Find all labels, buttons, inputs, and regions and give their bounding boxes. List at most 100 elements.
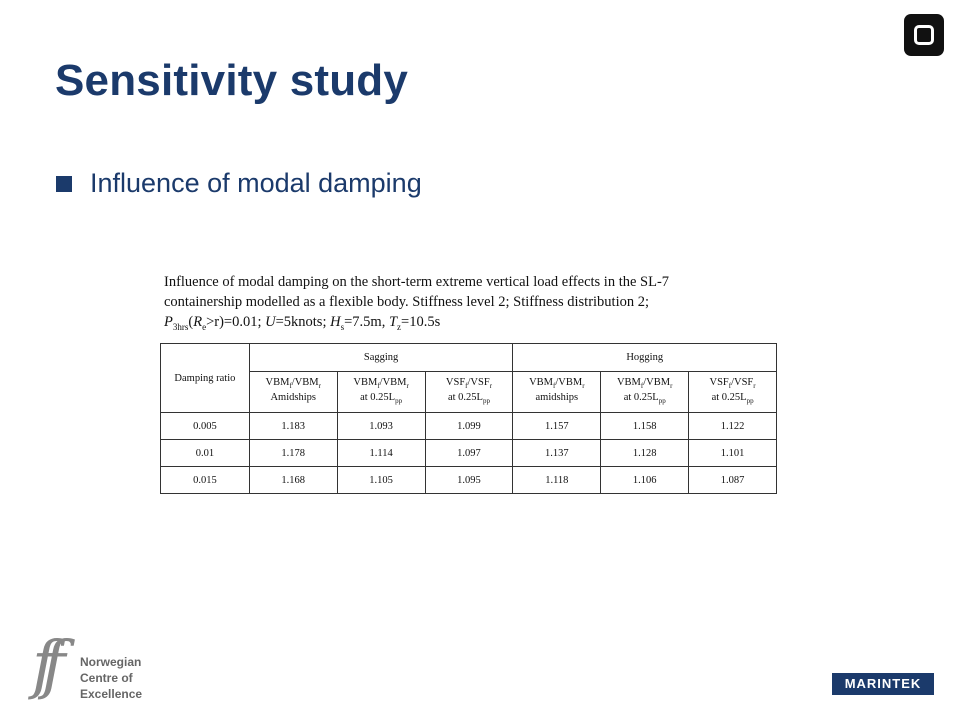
nce-logo: ff Norwegian Centre of Excellence: [32, 628, 192, 708]
table-body: Damping ratio Sagging Hogging VBMf/VBMr A…: [160, 343, 777, 494]
sagging-header: Sagging: [248, 343, 514, 372]
nce-ff-icon: ff: [32, 628, 66, 702]
caption-t-sub: z: [397, 321, 402, 332]
col-header: VSFf/VSFr at 0.25Lpp: [424, 371, 514, 413]
caption-line-1: Influence of modal damping on the short-…: [164, 274, 670, 290]
slide-title: Sensitivity study: [55, 56, 409, 105]
col-header-a-sub: f: [289, 382, 292, 390]
table-cell: 1.122: [688, 412, 777, 440]
col-header-loc: amidships: [535, 392, 579, 403]
table-cell: 1.158: [600, 412, 690, 440]
table-cell: 0.005: [160, 412, 250, 440]
nce-line-3: Excellence: [80, 687, 143, 701]
col-header-a-sub: f: [728, 382, 732, 390]
corner-logo-icon: [904, 14, 944, 56]
table-cell: 1.099: [424, 412, 514, 440]
col-header-a: VSF: [445, 376, 466, 388]
col-header-b-sub: r: [582, 382, 585, 390]
table-caption: Influence of modal damping on the short-…: [164, 272, 764, 337]
caption-h-sub: s: [340, 321, 345, 332]
col-header: VBMf/VBMr Amidships: [248, 371, 338, 413]
table-cell: 1.101: [688, 439, 777, 467]
nce-logo-text: Norwegian Centre of Excellence: [80, 654, 142, 702]
col-header-b-sub: r: [489, 382, 493, 390]
caption-r-open: (: [188, 314, 194, 330]
table-cell: 1.095: [424, 466, 514, 494]
table-cell: 1.178: [248, 439, 338, 467]
table-cell: 1.157: [512, 412, 602, 440]
table-column-header-row: VBMf/VBMr Amidships VBMf/VBMr at 0.25Lpp V…: [161, 371, 777, 413]
col-header-b: /VBM: [291, 376, 319, 388]
col-header: VBMf/VBMr at 0.25Lpp: [336, 371, 426, 413]
col-header-b: /VBM: [555, 376, 583, 388]
caption-t-val: =10.5s: [401, 314, 441, 330]
col-header-a: VSF: [709, 376, 729, 388]
hogging-header: Hogging: [512, 343, 777, 372]
caption-re: R: [193, 314, 203, 330]
bullet-square-icon: [56, 175, 72, 192]
col-header-loc-sub: pp: [658, 397, 666, 406]
col-header-a-sub: f: [640, 382, 644, 390]
table-cell: 1.105: [336, 466, 426, 494]
col-header-loc: at 0.25L: [623, 392, 659, 403]
col-header-b-sub: r: [318, 382, 321, 390]
col-header-b: /VBM: [643, 376, 671, 388]
col-header-b: /VBM: [379, 376, 407, 388]
caption-r-cond: >r)=0.01;: [206, 314, 266, 330]
table-cell: 1.097: [424, 439, 514, 467]
table-cell: 1.106: [600, 466, 690, 494]
col-header-loc-sub: pp: [395, 397, 403, 406]
col-header-a: VBM: [529, 376, 554, 388]
caption-h: H: [330, 314, 341, 330]
nce-line-1: Norwegian: [80, 655, 142, 669]
table-group-header-row: Damping ratio Sagging Hogging: [160, 343, 777, 413]
table-cell: 0.015: [160, 466, 250, 494]
caption-re-sub: e: [202, 321, 207, 332]
caption-p-sub: 3hrs: [172, 321, 189, 332]
damping-ratio-header-text: Damping ratio: [174, 372, 236, 384]
col-header: VBMf/VBMr amidships: [512, 371, 602, 413]
table-row: 0.005 1.183 1.093 1.099 1.157 1.158 1.12…: [160, 412, 777, 440]
col-header-loc-sub: pp: [746, 397, 754, 406]
col-header-loc-sub: pp: [482, 397, 490, 406]
col-header-a-sub: f: [377, 382, 380, 390]
col-header-b-sub: r: [753, 382, 756, 390]
col-header-a: VBM: [616, 376, 641, 388]
corner-logo-ring: [914, 25, 934, 45]
table-cell: 1.137: [512, 439, 602, 467]
nce-line-2: Centre of: [80, 671, 133, 685]
caption-p: P: [164, 314, 173, 330]
table-cell: 1.183: [248, 412, 338, 440]
col-header-b: /VSF: [731, 376, 754, 388]
caption-u-val: =5knots;: [275, 314, 331, 330]
table-cell: 1.087: [688, 466, 777, 494]
caption-t: T: [388, 314, 398, 330]
marintek-logo: MARINTEK: [832, 673, 934, 695]
table-cell: 1.118: [512, 466, 602, 494]
bullet-item: Influence of modal damping: [56, 168, 422, 199]
col-header-a-sub: f: [465, 382, 468, 390]
table-cell: 1.168: [248, 466, 338, 494]
col-header-a-sub: f: [553, 382, 556, 390]
table-cell: 1.093: [336, 412, 426, 440]
col-header-loc: at 0.25L: [360, 392, 396, 403]
col-header: VSFf/VSFr at 0.25Lpp: [688, 371, 777, 413]
col-header-loc: at 0.25L: [447, 392, 483, 403]
damping-ratio-header: Damping ratio: [160, 343, 250, 413]
table-row: 0.01 1.178 1.114 1.097 1.137 1.128 1.101: [160, 439, 777, 467]
caption-h-val: =7.5m,: [344, 314, 389, 330]
caption-u: U: [265, 314, 276, 330]
col-header-a: VBM: [265, 376, 290, 388]
col-header-b-sub: r: [406, 382, 409, 390]
col-header-b: /VSF: [467, 376, 490, 388]
table-cell: 1.114: [336, 439, 426, 467]
col-header-b-sub: r: [670, 382, 673, 390]
damping-table: Damping ratio Sagging Hogging VBMf/VBMr A…: [160, 343, 777, 494]
caption-line-2: containership modelled as a flexible bod…: [164, 294, 650, 310]
table-cell: 0.01: [160, 439, 250, 467]
bullet-text: Influence of modal damping: [90, 168, 422, 198]
col-header-a: VBM: [353, 376, 378, 388]
caption-line-3: P3hrs(Re>r)=0.01; U=5knots; Hs=7.5m, Tz=…: [164, 312, 764, 337]
table-row: 0.015 1.168 1.105 1.095 1.118 1.106 1.08…: [160, 466, 777, 494]
table-cell: 1.128: [600, 439, 690, 467]
